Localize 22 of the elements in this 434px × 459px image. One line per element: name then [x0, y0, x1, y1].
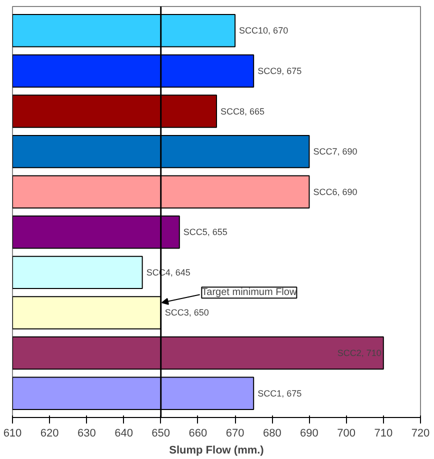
data-label: SCC6, 690: [313, 186, 358, 197]
x-tick-label: 690: [300, 428, 318, 440]
data-label: SCC10, 670: [239, 26, 288, 36]
x-tick-label: 660: [188, 428, 208, 440]
data-label: SCC3, 650: [164, 308, 209, 318]
data-label: SCC2, 710: [337, 348, 382, 358]
data-label: SCC7, 690: [313, 146, 358, 157]
x-tick-label: 640: [114, 428, 133, 440]
x-tick-label: 720: [411, 428, 430, 440]
data-label: SCC1, 675: [258, 388, 302, 398]
data-label: SCC8, 665: [220, 106, 265, 116]
x-tick-label: 620: [40, 428, 59, 440]
x-tick-label: 610: [3, 428, 22, 440]
x-tick-label: 670: [226, 428, 244, 440]
x-tick-label: 700: [337, 428, 356, 440]
data-label: SCC9, 675: [258, 66, 302, 76]
x-tick-label: 650: [152, 428, 170, 440]
data-label: SCC5, 655: [183, 227, 228, 238]
x-tick-label: 710: [374, 428, 393, 440]
x-axis-title: Slump Flow (mm.): [169, 444, 264, 456]
x-tick-label: 630: [78, 428, 96, 440]
x-tick-label: 680: [262, 428, 282, 440]
